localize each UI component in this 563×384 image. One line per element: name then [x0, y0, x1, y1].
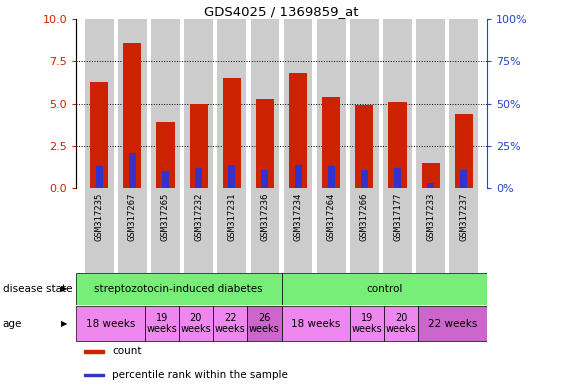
Bar — [251, 19, 279, 188]
Text: GSM317236: GSM317236 — [261, 192, 270, 241]
Bar — [383, 19, 412, 188]
Text: count: count — [112, 346, 142, 356]
Bar — [385, 306, 418, 341]
Bar — [350, 188, 379, 273]
Bar — [416, 19, 445, 188]
Bar — [145, 306, 179, 341]
Text: 22
weeks: 22 weeks — [215, 313, 245, 334]
Bar — [179, 306, 213, 341]
Text: 26
weeks: 26 weeks — [249, 313, 280, 334]
Text: GSM317264: GSM317264 — [327, 192, 336, 241]
Bar — [151, 188, 180, 273]
Text: streptozotocin-induced diabetes: streptozotocin-induced diabetes — [95, 284, 263, 294]
Text: 20
weeks: 20 weeks — [386, 313, 417, 334]
Bar — [449, 19, 478, 188]
Text: 18 weeks: 18 weeks — [86, 318, 135, 329]
Text: disease state: disease state — [3, 284, 72, 294]
Text: GSM317233: GSM317233 — [426, 192, 435, 241]
Bar — [195, 168, 202, 188]
Bar — [317, 188, 346, 273]
Bar — [282, 273, 487, 305]
Text: GSM317237: GSM317237 — [459, 192, 468, 241]
Bar — [76, 273, 282, 305]
Text: GSM317231: GSM317231 — [227, 192, 236, 241]
Bar — [118, 19, 147, 188]
Text: age: age — [3, 318, 22, 329]
Bar — [217, 19, 246, 188]
Bar — [84, 350, 104, 353]
Bar — [223, 78, 241, 188]
Text: ▶: ▶ — [61, 285, 68, 293]
Bar — [361, 170, 368, 188]
Text: 18 weeks: 18 weeks — [291, 318, 341, 329]
Bar — [461, 170, 467, 188]
Bar — [418, 306, 487, 341]
Text: control: control — [366, 284, 403, 294]
Bar — [282, 306, 350, 341]
Bar — [322, 97, 340, 188]
Bar — [123, 43, 141, 188]
Bar — [251, 188, 279, 273]
Bar — [157, 122, 175, 188]
Bar — [394, 168, 401, 188]
Bar — [76, 306, 145, 341]
Bar — [85, 188, 114, 273]
Bar — [284, 19, 312, 188]
Text: 22 weeks: 22 weeks — [428, 318, 477, 329]
Bar — [427, 183, 434, 188]
Bar — [328, 166, 334, 188]
Text: GSM317232: GSM317232 — [194, 192, 203, 241]
Bar — [247, 306, 282, 341]
Bar — [388, 102, 406, 188]
Bar — [284, 188, 312, 273]
Bar — [350, 19, 379, 188]
Bar — [455, 114, 473, 188]
Text: 19
weeks: 19 weeks — [352, 313, 382, 334]
Bar — [213, 306, 247, 341]
Bar — [184, 19, 213, 188]
Bar — [190, 104, 208, 188]
Bar — [261, 170, 269, 188]
Bar — [294, 164, 302, 188]
Bar — [90, 82, 108, 188]
Bar — [256, 99, 274, 188]
Bar — [449, 188, 478, 273]
Bar — [151, 19, 180, 188]
Text: GSM317234: GSM317234 — [293, 192, 302, 241]
Bar — [129, 153, 136, 188]
Text: GSM317267: GSM317267 — [128, 192, 137, 241]
Text: ▶: ▶ — [61, 319, 68, 328]
Bar — [383, 188, 412, 273]
Bar — [317, 19, 346, 188]
Bar — [289, 73, 307, 188]
Bar — [229, 164, 235, 188]
Text: 20
weeks: 20 weeks — [181, 313, 211, 334]
Bar — [184, 188, 213, 273]
Bar — [422, 163, 440, 188]
Bar — [162, 171, 169, 188]
Bar — [217, 188, 246, 273]
Text: 19
weeks: 19 weeks — [146, 313, 177, 334]
Title: GDS4025 / 1369859_at: GDS4025 / 1369859_at — [204, 5, 359, 18]
Text: percentile rank within the sample: percentile rank within the sample — [112, 370, 288, 380]
Bar — [118, 188, 147, 273]
Text: GSM317266: GSM317266 — [360, 192, 369, 241]
Bar — [355, 105, 373, 188]
Bar — [85, 19, 114, 188]
Bar — [350, 306, 385, 341]
Bar — [416, 188, 445, 273]
Text: GSM317177: GSM317177 — [393, 192, 402, 241]
Text: GSM317265: GSM317265 — [161, 192, 170, 241]
Bar — [96, 166, 102, 188]
Text: GSM317235: GSM317235 — [95, 192, 104, 241]
Bar — [84, 374, 104, 376]
